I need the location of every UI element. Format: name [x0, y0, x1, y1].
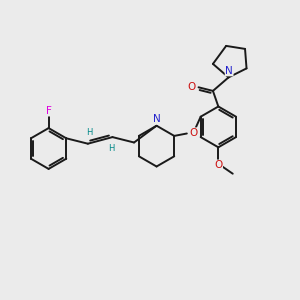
Text: O: O [214, 160, 223, 170]
Text: N: N [225, 66, 233, 76]
Text: N: N [153, 114, 160, 124]
Text: F: F [46, 106, 52, 116]
Text: H: H [108, 144, 114, 153]
Text: O: O [188, 82, 196, 92]
Text: H: H [86, 128, 93, 137]
Text: O: O [189, 128, 198, 138]
